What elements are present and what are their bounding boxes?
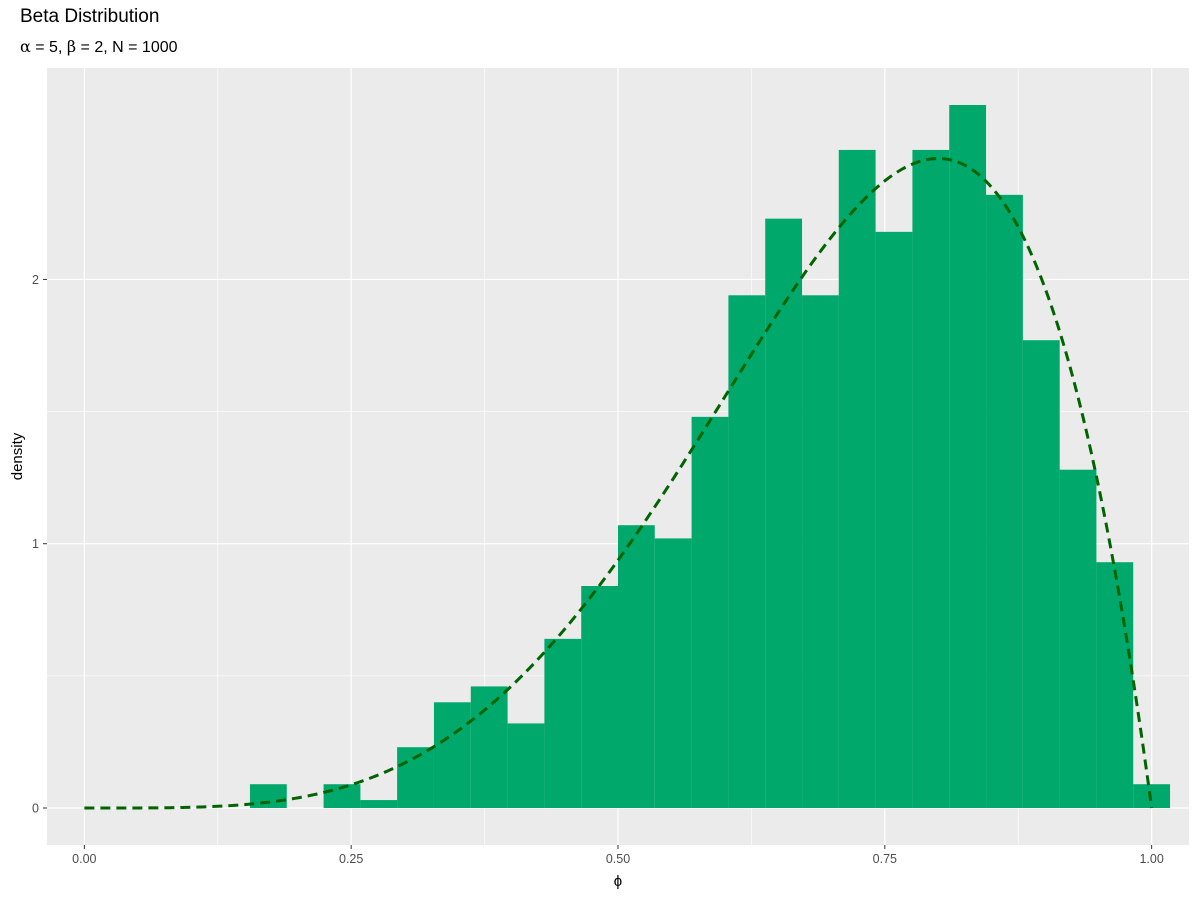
histogram-bars	[249, 105, 1171, 809]
histogram-bar	[986, 194, 1023, 808]
histogram-bar	[691, 416, 729, 808]
beta-value: 2	[94, 39, 104, 56]
histogram-bar	[949, 105, 987, 808]
n-value: 1000	[141, 39, 178, 56]
alpha-value: 5	[49, 39, 58, 56]
histogram-bar	[507, 723, 545, 808]
histogram-bar	[728, 295, 766, 808]
x-axis: 0.00 0.25 0.50 0.75 1.00	[72, 845, 1164, 866]
histogram-bar	[1022, 340, 1060, 808]
n-symbol: N	[112, 39, 124, 56]
histogram-bar	[802, 295, 839, 808]
histogram-bar	[249, 784, 287, 808]
alpha-symbol: α	[20, 37, 31, 56]
x-tick-label: 1.00	[1139, 852, 1163, 866]
x-tick-label: 0.50	[606, 852, 630, 866]
histogram-bar	[617, 525, 655, 808]
chart-title: Beta Distribution	[20, 6, 160, 27]
histogram-bar	[875, 231, 913, 808]
histogram-bar	[1059, 469, 1097, 808]
histogram-bar	[765, 218, 803, 809]
y-tick-label: 2	[32, 273, 39, 287]
y-axis-label: density	[9, 432, 26, 480]
histogram-bar	[470, 686, 508, 808]
y-tick-label: 0	[32, 802, 39, 816]
x-axis-label: ϕ	[614, 873, 622, 890]
histogram-bar	[581, 586, 619, 808]
histogram-bar	[912, 149, 950, 808]
chart-subtitle: α = 5, β = 2, N = 1000	[20, 37, 178, 56]
histogram-bar	[838, 149, 876, 808]
x-tick-label: 0.25	[339, 852, 363, 866]
y-axis: 0 1 2	[32, 273, 47, 816]
beta-symbol: β	[66, 37, 77, 56]
density-curve	[84, 156, 1154, 810]
histogram-bar	[544, 638, 582, 808]
y-tick-label: 1	[32, 537, 39, 551]
x-tick-label: 0.00	[72, 852, 96, 866]
x-tick-label: 0.75	[873, 852, 897, 866]
histogram-bar	[1133, 784, 1171, 808]
histogram-bar	[433, 702, 471, 808]
histogram-bar	[360, 800, 398, 808]
histogram-bar	[1096, 562, 1134, 808]
histogram-bar	[654, 538, 692, 808]
